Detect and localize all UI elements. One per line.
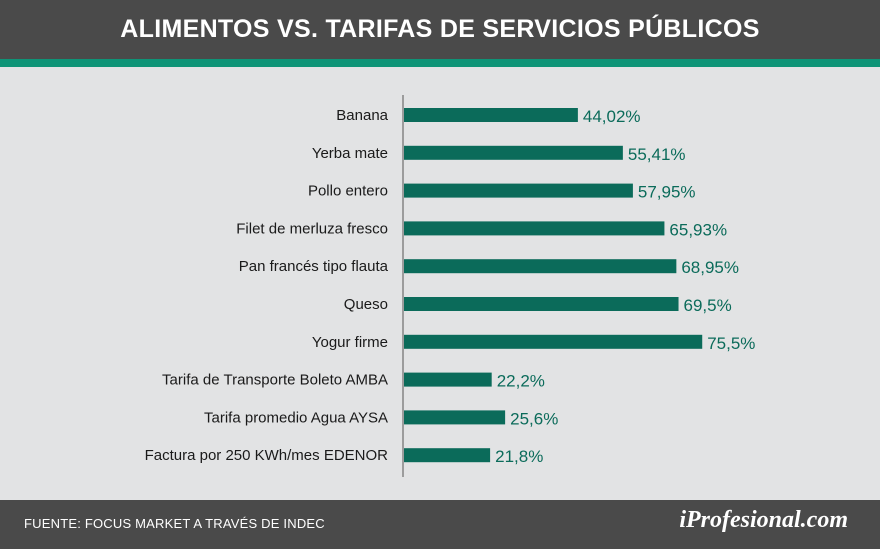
value-label: 22,2% bbox=[497, 372, 545, 391]
bar bbox=[404, 183, 633, 198]
category-label: Filet de merluza fresco bbox=[236, 220, 388, 237]
category-label: Pan francés tipo flauta bbox=[239, 258, 389, 275]
bar bbox=[404, 259, 677, 274]
bar bbox=[404, 297, 679, 311]
bar bbox=[404, 448, 491, 463]
bar bbox=[404, 410, 506, 425]
footer-bar: FUENTE: FOCUS MARKET A TRAVÉS DE INDEC i… bbox=[0, 500, 880, 549]
accent-stripe bbox=[0, 59, 880, 67]
value-label: 25,6% bbox=[510, 409, 558, 428]
value-label: 65,93% bbox=[669, 220, 727, 239]
value-label: 75,5% bbox=[707, 334, 755, 353]
chart-title: ALIMENTOS VS. TARIFAS DE SERVICIOS PÚBLI… bbox=[120, 15, 760, 43]
category-label: Tarifa promedio Agua AYSA bbox=[204, 409, 388, 426]
value-label: 57,95% bbox=[638, 183, 696, 202]
value-label: 44,02% bbox=[583, 107, 641, 126]
bar bbox=[404, 334, 703, 349]
value-label: 21,8% bbox=[495, 447, 543, 466]
category-label: Yogur firme bbox=[312, 334, 388, 351]
category-label: Tarifa de Transporte Boleto AMBA bbox=[162, 372, 388, 389]
bar-chart: Banana 44,02% Yerba mate 55,41% Pollo entero… bbox=[145, 95, 755, 477]
category-label: Banana bbox=[336, 107, 388, 124]
category-label: Factura por 250 KWh/mes EDENOR bbox=[145, 447, 389, 464]
bar bbox=[404, 108, 578, 122]
header-bar: ALIMENTOS VS. TARIFAS DE SERVICIOS PÚBLI… bbox=[0, 0, 880, 59]
bar bbox=[404, 145, 623, 160]
value-label: 69,5% bbox=[684, 296, 732, 315]
bar bbox=[404, 372, 492, 387]
chart-area: Banana 44,02% Yerba mate 55,41% Pollo entero… bbox=[0, 67, 880, 500]
category-label: Yerba mate bbox=[312, 145, 388, 162]
value-label: 68,95% bbox=[681, 258, 739, 277]
category-label: Queso bbox=[344, 296, 388, 313]
source-note: FUENTE: FOCUS MARKET A TRAVÉS DE INDEC bbox=[24, 516, 325, 531]
category-label: Pollo entero bbox=[308, 183, 388, 200]
brand-logo: iProfesional.com bbox=[679, 507, 848, 533]
bar bbox=[404, 221, 665, 236]
value-label: 55,41% bbox=[628, 145, 686, 164]
